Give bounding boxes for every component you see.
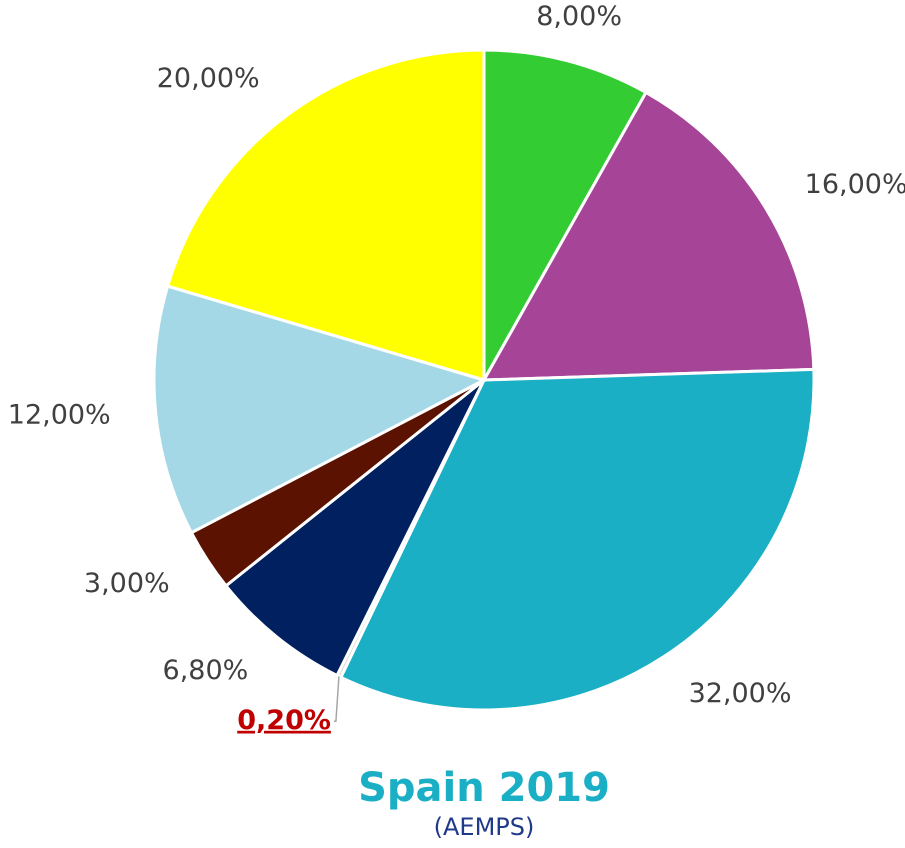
pie-slice <box>165 48 486 383</box>
data-label: 6,80% <box>163 655 249 686</box>
pie-slice <box>338 367 816 712</box>
data-label: 16,00% <box>805 169 905 200</box>
pie-slice <box>482 48 648 386</box>
data-label: 0,20% <box>237 705 331 736</box>
data-label: 20,00% <box>157 63 260 94</box>
data-label: 12,00% <box>8 400 111 431</box>
data-label: 8,00% <box>536 1 622 32</box>
pie-slice <box>481 90 816 382</box>
pie-slice <box>152 284 488 535</box>
chart-title: Spain 2019 <box>358 765 610 811</box>
data-label: 32,00% <box>689 678 792 709</box>
chart-subtitle: (AEMPS) <box>434 813 535 841</box>
pie-slice <box>223 378 486 678</box>
data-label: 3,00% <box>84 568 170 599</box>
leader-line <box>333 676 340 723</box>
